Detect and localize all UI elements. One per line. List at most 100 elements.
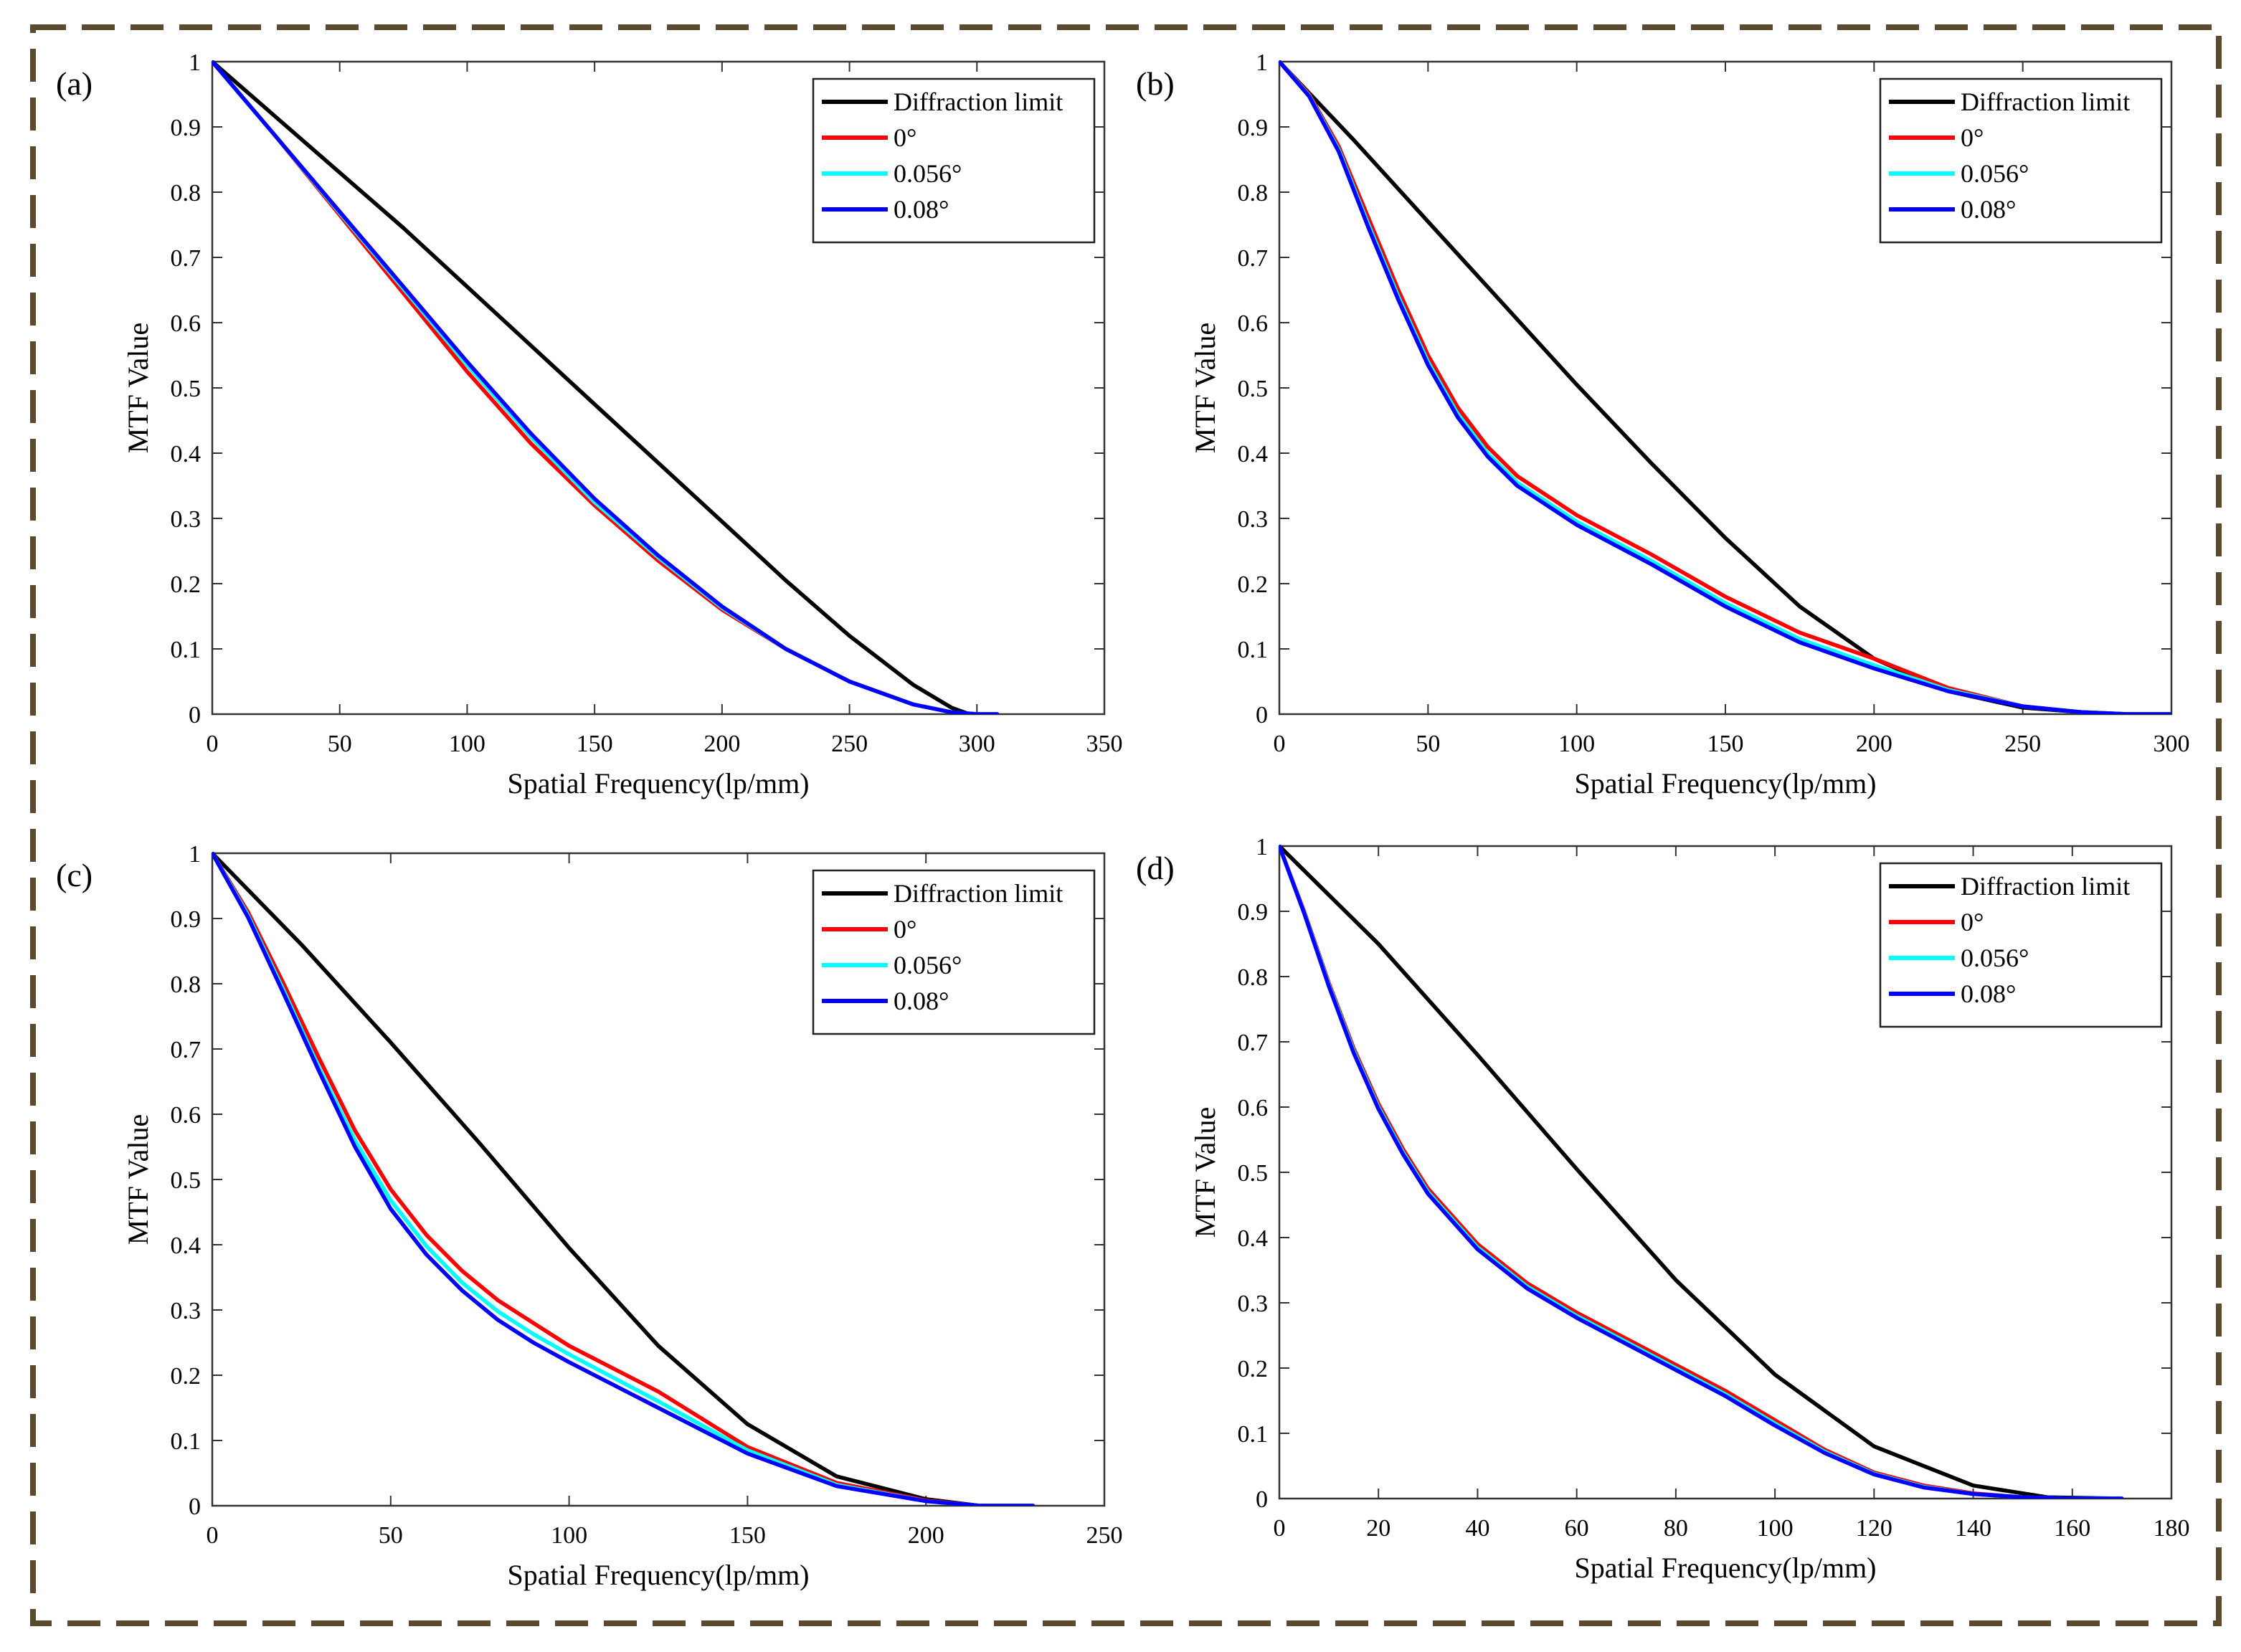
- x-tick-label: 60: [1565, 1515, 1589, 1542]
- legend: Diffraction limit 0° 0.056° 0.08°: [1879, 862, 2163, 1028]
- x-axis-label: Spatial Frequency(lp/mm): [507, 1559, 809, 1591]
- panel-label: (a): [56, 65, 93, 102]
- y-tick-label: 0.3: [1238, 1291, 1269, 1317]
- y-tick-label: 0.2: [1238, 571, 1269, 598]
- series-line-0: [1279, 845, 2124, 1499]
- legend: Diffraction limit 0° 0.056° 0.08°: [812, 869, 1096, 1035]
- legend-box: [812, 77, 1096, 244]
- x-tick-label: 100: [1757, 1515, 1794, 1542]
- series-line-3: [1279, 60, 2171, 714]
- x-tick-label: 50: [328, 731, 352, 757]
- x-tick-label: 300: [2154, 731, 2190, 757]
- x-tick-label: 250: [1086, 1522, 1123, 1549]
- legend-entry: 0°: [1961, 908, 1984, 936]
- y-tick-label: 0.6: [1238, 1095, 1269, 1121]
- y-tick-label: 1: [1256, 49, 1268, 76]
- y-tick-label: 0.6: [1238, 310, 1269, 337]
- legend-entry: 0.056°: [1961, 159, 2029, 188]
- legend: Diffraction limit 0° 0.056° 0.08°: [812, 77, 1096, 244]
- dashed-frame: [30, 24, 2222, 1626]
- y-tick-label: 0.8: [1238, 180, 1269, 206]
- x-tick-label: 0: [1274, 731, 1286, 757]
- legend-entry: 0.08°: [1961, 195, 2016, 224]
- y-axis-label: MTF Value: [1189, 1107, 1221, 1238]
- y-tick-label: 0.2: [171, 571, 202, 598]
- x-tick-label: 0: [207, 1522, 219, 1549]
- y-tick-label: 0.8: [171, 972, 202, 998]
- x-tick-label: 200: [908, 1522, 944, 1549]
- legend-box: [1879, 862, 2163, 1028]
- x-tick-label: 100: [551, 1522, 587, 1549]
- y-tick-label: 0.1: [1238, 1421, 1269, 1448]
- y-tick-label: 0.9: [171, 906, 202, 933]
- y-tick-label: 0.6: [171, 1102, 202, 1129]
- chart-panel-a: (a) 0 50 100 150 200 250 300 350 0 0.1 0.2 0.3 0.4 0.5…: [56, 49, 1123, 799]
- y-tick-label: 0: [1256, 1486, 1268, 1513]
- y-tick-label: 1: [189, 841, 201, 868]
- x-tick-label: 0: [207, 731, 219, 757]
- y-tick-label: 0.1: [171, 637, 202, 663]
- y-tick-label: 0.7: [1238, 1030, 1269, 1056]
- y-tick-label: 0.8: [171, 180, 202, 206]
- y-tick-label: 0.7: [1238, 245, 1269, 272]
- chart-panel-b: (b) 0 50 100 150 200 250 300 0 0.1 0.2 0.3 0.4 0.5 0.6…: [1136, 49, 2190, 799]
- chart-panels: (a)0 50 100 150 200 250 300 35000.10.20.30.40.5…: [56, 49, 2190, 1591]
- x-tick-label: 0: [1274, 1515, 1286, 1542]
- x-tick-label: 250: [831, 731, 868, 757]
- y-tick-label: 0.3: [171, 1298, 202, 1324]
- panel-label: (b): [1136, 65, 1175, 102]
- x-tick-label: 160: [2054, 1515, 2090, 1542]
- y-tick-label: 0.4: [171, 1233, 202, 1259]
- x-tick-label: 120: [1856, 1515, 1892, 1542]
- legend-box: [812, 869, 1096, 1035]
- panel-label: (c): [56, 857, 93, 893]
- legend-entry: 0°: [894, 915, 916, 944]
- y-tick-label: 0.4: [1238, 1225, 1269, 1252]
- series-line-0: [212, 60, 972, 714]
- legend-entry: 0.08°: [1961, 979, 2016, 1008]
- y-axis-label: MTF Value: [1189, 323, 1221, 454]
- y-tick-label: 0.3: [1238, 506, 1269, 533]
- x-tick-label: 150: [729, 1522, 766, 1549]
- legend-entry: 0°: [1961, 123, 1984, 152]
- y-axis-label: MTF Value: [122, 1114, 154, 1245]
- y-tick-label: 0.9: [171, 115, 202, 141]
- x-axis-label: Spatial Frequency(lp/mm): [1574, 767, 1876, 799]
- x-tick-label: 200: [1856, 731, 1892, 757]
- series-line-3: [212, 852, 1036, 1506]
- y-tick-label: 1: [189, 49, 201, 76]
- y-tick-label: 0: [1256, 702, 1268, 728]
- series-line-3: [212, 60, 1000, 714]
- legend-entry: Diffraction limit: [1961, 87, 2130, 116]
- x-axis-label: Spatial Frequency(lp/mm): [507, 767, 809, 799]
- y-tick-label: 0.3: [171, 506, 202, 533]
- y-tick-label: 0.8: [1238, 964, 1269, 991]
- x-tick-label: 250: [2004, 731, 2041, 757]
- x-tick-label: 300: [959, 731, 995, 757]
- legend-box: [1879, 77, 2163, 244]
- y-tick-label: 0.5: [1238, 1160, 1269, 1187]
- y-tick-label: 0.1: [171, 1428, 202, 1455]
- y-tick-label: 0.9: [1238, 899, 1269, 926]
- x-tick-label: 180: [2154, 1515, 2190, 1542]
- y-tick-label: 1: [1256, 834, 1268, 860]
- y-tick-label: 0.5: [171, 1167, 202, 1194]
- y-tick-label: 0: [189, 702, 201, 728]
- x-axis-label: Spatial Frequency(lp/mm): [1574, 1552, 1876, 1584]
- y-tick-label: 0.2: [1238, 1356, 1269, 1382]
- y-tick-label: 0.9: [1238, 115, 1269, 141]
- series-line-3: [1279, 845, 2124, 1499]
- y-tick-label: 0.5: [171, 376, 202, 402]
- x-tick-label: 100: [449, 731, 485, 757]
- chart-panel-c: (c) 0 50 100 150 200 250 0 0.1 0.2 0.3 0.4 0.5 0.6 0.7…: [56, 841, 1123, 1591]
- y-tick-label: 0.2: [171, 1363, 202, 1390]
- panel-label: (d): [1136, 850, 1175, 886]
- x-tick-label: 100: [1558, 731, 1595, 757]
- x-tick-label: 50: [1416, 731, 1440, 757]
- legend-entry: 0.08°: [894, 987, 949, 1015]
- x-tick-label: 50: [379, 1522, 403, 1549]
- legend-entry: Diffraction limit: [894, 87, 1063, 116]
- y-tick-label: 0.4: [1238, 441, 1269, 467]
- legend-entry: Diffraction limit: [1961, 872, 2130, 901]
